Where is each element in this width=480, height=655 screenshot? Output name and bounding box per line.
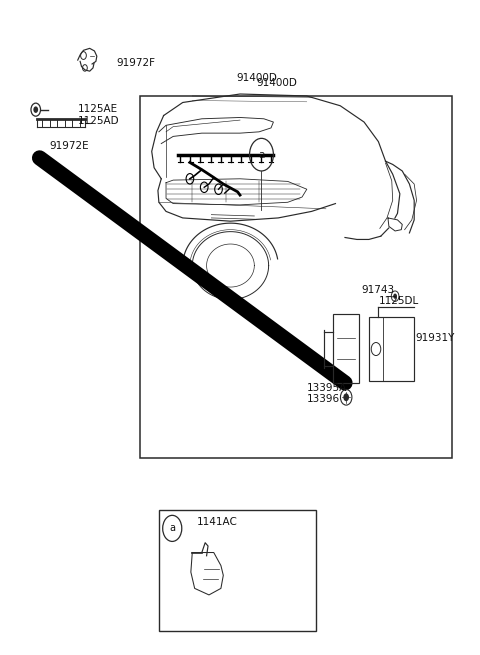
Text: 91400D: 91400D <box>236 73 277 83</box>
Bar <box>333 314 360 383</box>
Text: 91972E: 91972E <box>49 141 89 151</box>
Text: 1125AE: 1125AE <box>78 104 118 114</box>
Text: 1141AC: 1141AC <box>197 517 238 527</box>
Text: 91743: 91743 <box>362 285 395 295</box>
Bar <box>369 317 414 381</box>
Text: 13396: 13396 <box>307 394 340 404</box>
Text: 1125AD: 1125AD <box>78 116 120 126</box>
Polygon shape <box>388 218 402 231</box>
Bar <box>159 510 316 631</box>
Bar <box>140 96 452 458</box>
Circle shape <box>343 394 349 402</box>
Text: 91972F: 91972F <box>116 58 155 68</box>
Text: a: a <box>258 149 264 160</box>
Circle shape <box>393 293 397 299</box>
Text: a: a <box>169 523 175 533</box>
Text: 13395A: 13395A <box>307 383 347 392</box>
Text: 91931Y: 91931Y <box>416 333 455 343</box>
Circle shape <box>34 106 38 113</box>
Text: 1125DL: 1125DL <box>378 297 419 307</box>
Text: 91400D: 91400D <box>257 78 298 88</box>
